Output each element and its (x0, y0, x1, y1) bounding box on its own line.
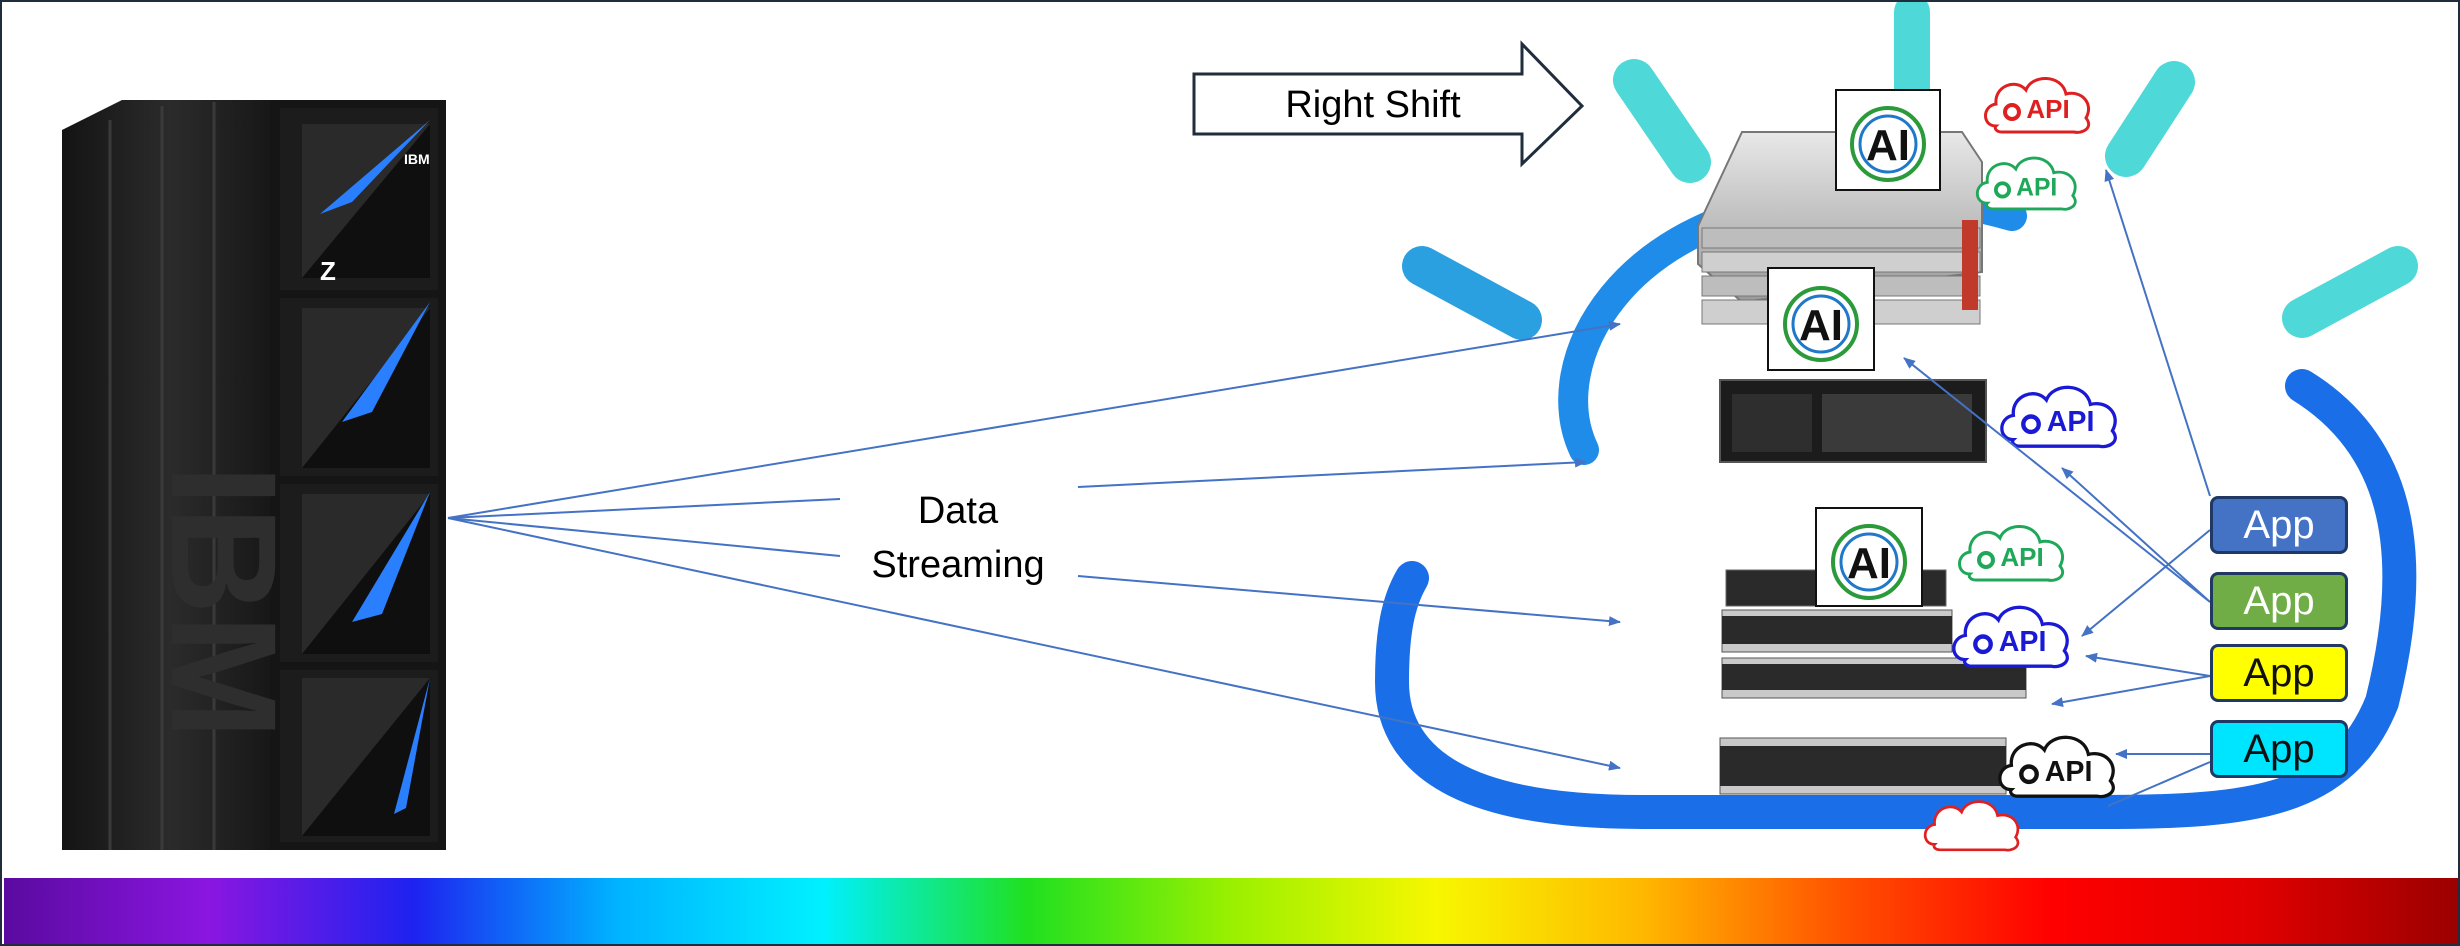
api-cloud-7 (1923, 800, 2020, 852)
mainframe-door-4 (280, 670, 438, 842)
mainframe-side-panel (62, 100, 278, 850)
data-streaming-label-line2: Streaming (871, 544, 1045, 586)
gear-icon (1993, 181, 2012, 199)
gear-icon (1973, 634, 1993, 655)
api-cloud-3: API (2000, 385, 2117, 449)
mainframe-door-3 (280, 484, 438, 662)
gear-icon (2003, 103, 2021, 121)
ai-badge-2: AI (1767, 267, 1875, 371)
mainframe-brand-mark: IBM (404, 151, 430, 167)
server-bottom (1719, 737, 2007, 795)
cloud-ray-5 (2282, 246, 2418, 338)
api-cloud-label: API (2016, 175, 2057, 202)
cloud-ray-4 (1402, 246, 1542, 340)
cloud-ray-3 (2105, 61, 2195, 177)
api-cloud-label: API (2000, 542, 2043, 572)
cloud-ray-1 (1613, 59, 1711, 183)
right-shift-arrow (1192, 40, 1585, 168)
app-box-1: App (2210, 496, 2348, 554)
stream-arrow-1 (447, 320, 1621, 519)
stream-arrow-3a (447, 517, 841, 557)
gear-icon (2019, 764, 2039, 785)
spectrum-bar (4, 878, 2458, 944)
api-cloud-5: API (1952, 605, 2069, 669)
api-cloud-label: API (2047, 406, 2095, 438)
right-shift-label: Right Shift (1285, 84, 1461, 126)
ai-badge-3: AI (1815, 507, 1923, 607)
api-clouds: API API API API API API (1923, 77, 2117, 852)
ai-badge-1: AI (1835, 89, 1941, 191)
app-box-4: App (2210, 720, 2348, 778)
api-cloud-label: API (2026, 94, 2069, 124)
app-box-2: App (2210, 572, 2348, 630)
ibm-z-mainframe: IBM Z IBM (62, 100, 446, 850)
api-cloud-label: API (2045, 756, 2093, 788)
server-rack-dark (1719, 379, 1987, 463)
ai-badge-3-label: AI (1847, 539, 1891, 588)
mainframe-door-1 (280, 108, 438, 290)
data-streaming-label-line1: Data (917, 490, 999, 532)
api-cloud-2: API (1975, 156, 2077, 211)
data-streaming-arrows (447, 320, 1621, 771)
api-cloud-1: API (1984, 77, 2091, 134)
mainframe-door-2 (280, 298, 438, 476)
cloud-arc-bottom (1374, 369, 2417, 829)
app-arrows (1903, 169, 2211, 807)
stream-arrow-2b (1077, 457, 1587, 488)
stream-arrow-4 (447, 517, 1621, 771)
mainframe-model-letter: Z (320, 256, 336, 286)
api-cloud-label: API (1999, 626, 2047, 658)
api-cloud-6: API (1998, 735, 2115, 799)
gear-icon (2021, 414, 2041, 435)
ai-badge-1-label: AI (1866, 121, 1910, 170)
stream-arrow-2a (447, 498, 841, 519)
gear-icon (1977, 551, 1995, 569)
app-box-3: App (2210, 644, 2348, 702)
stream-arrow-3b (1077, 575, 1621, 627)
api-cloud-4: API (1958, 525, 2065, 582)
ai-badge-2-label: AI (1799, 301, 1843, 350)
